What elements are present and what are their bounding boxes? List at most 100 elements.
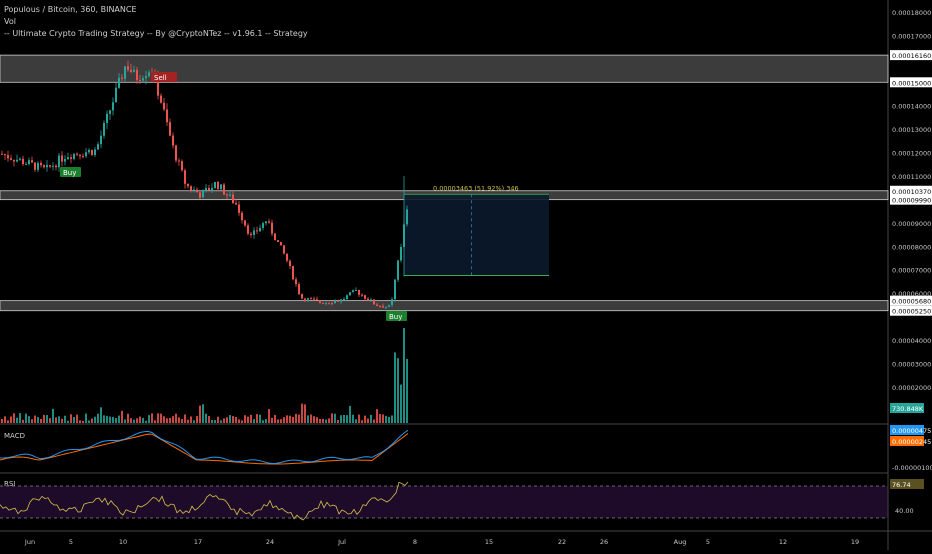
volume-bar	[166, 418, 168, 423]
price-tick-10: 0.00009000	[892, 220, 931, 228]
volume-bar	[331, 413, 333, 423]
rsi-panel-label: RSI	[4, 480, 16, 488]
volume-bar	[49, 418, 51, 423]
date-tick-0: Jun	[24, 538, 35, 546]
candle-body	[73, 153, 75, 159]
candle-body	[217, 181, 219, 189]
candle-body	[400, 247, 402, 261]
volume-bar	[211, 419, 213, 423]
volume-bar	[307, 415, 309, 423]
volume-bar	[142, 417, 144, 423]
candle-body	[247, 225, 249, 234]
volume-last-badge-text: 730.848K	[892, 405, 924, 413]
candle-body	[352, 290, 354, 293]
date-tick-11: 5	[706, 538, 710, 546]
volume-bar	[22, 419, 24, 423]
macd-axis-tick: -0.00000100	[892, 464, 932, 472]
volume-bar	[103, 415, 105, 423]
rsi-value-badge-text: 76.74	[892, 481, 911, 489]
price-tag-2	[890, 50, 932, 61]
volume-bar	[175, 413, 177, 423]
volume-bar	[13, 413, 15, 423]
volume-bar	[265, 419, 267, 423]
volume-bar	[1, 419, 3, 423]
volume-bar	[178, 417, 180, 423]
volume-bar	[328, 418, 330, 423]
sell-signal-text: Sell	[154, 74, 167, 82]
candle-body	[13, 159, 15, 162]
candle-body	[277, 240, 279, 242]
volume-bar	[223, 418, 225, 423]
symbol-title: Populous / Bitcoin, 360, BINANCE	[4, 5, 137, 14]
candle-body	[16, 159, 18, 162]
macd-line	[0, 429, 409, 465]
candle-body	[334, 300, 336, 304]
date-tick-8: 22	[558, 538, 566, 546]
candle-body	[169, 122, 171, 136]
volume-bar	[70, 414, 72, 423]
price-tick-3: 0.00015000	[892, 79, 931, 87]
volume-bar	[172, 416, 174, 423]
candle-body	[103, 122, 105, 136]
candle-body	[88, 149, 90, 153]
volume-bar	[247, 416, 249, 423]
candle-body	[160, 95, 162, 103]
volume-bar	[277, 419, 279, 423]
volume-bar	[157, 413, 159, 423]
candle-body	[232, 194, 234, 203]
candle-body	[142, 78, 144, 81]
volume-bar	[250, 414, 252, 423]
price-tick-9: 0.00009990	[892, 197, 931, 205]
price-tick-18: 0.00002000	[892, 384, 931, 392]
candle-body	[253, 230, 255, 235]
volume-bar	[370, 414, 372, 423]
volume-bar	[358, 414, 360, 423]
candle-body	[112, 102, 114, 111]
candle-body	[394, 279, 396, 300]
volume-bar	[340, 415, 342, 423]
candle-body	[361, 294, 363, 296]
candle-body	[19, 158, 21, 160]
candle-body	[55, 165, 57, 168]
volume-bar	[244, 415, 246, 423]
volume-bar	[241, 420, 243, 423]
volume-bar	[301, 403, 303, 423]
candle-body	[202, 190, 204, 198]
volume-bar	[169, 417, 171, 423]
candle-body	[196, 189, 198, 193]
volume-bar	[376, 409, 378, 423]
price-tick-4: 0.00014000	[892, 103, 931, 111]
volume-bar	[292, 416, 294, 423]
macd-panel-label: MACD	[4, 432, 25, 440]
volume-bar	[361, 420, 363, 423]
candle-body	[136, 69, 138, 81]
price-tick-8: 0.00010370	[892, 188, 931, 196]
sell-signal	[151, 72, 177, 82]
signal-value-badge-text: 0.00000245	[892, 438, 931, 446]
date-tick-4: 24	[266, 538, 274, 546]
volume-bar	[271, 417, 273, 423]
signal-value-badge	[890, 436, 924, 446]
volume-bar	[394, 352, 396, 423]
volume-bar	[46, 415, 48, 423]
candle-body	[289, 260, 291, 267]
candle-body	[316, 299, 318, 301]
volume-bar	[202, 404, 204, 423]
date-tick-2: 10	[119, 538, 127, 546]
date-tick-9: 26	[600, 538, 608, 546]
candle-body	[91, 149, 93, 155]
candle-body	[262, 223, 264, 228]
volume-bar	[190, 416, 192, 423]
volume-bar	[286, 415, 288, 423]
candle-body	[25, 164, 27, 166]
volume-bar	[133, 419, 135, 423]
volume-bar	[313, 416, 315, 423]
candle-body	[97, 144, 99, 150]
candle-body	[52, 165, 54, 167]
buy-signal	[60, 167, 81, 177]
volume-bar	[136, 418, 138, 423]
date-tick-5: Jul	[337, 538, 346, 546]
price-tick-11: 0.00008000	[892, 243, 931, 251]
